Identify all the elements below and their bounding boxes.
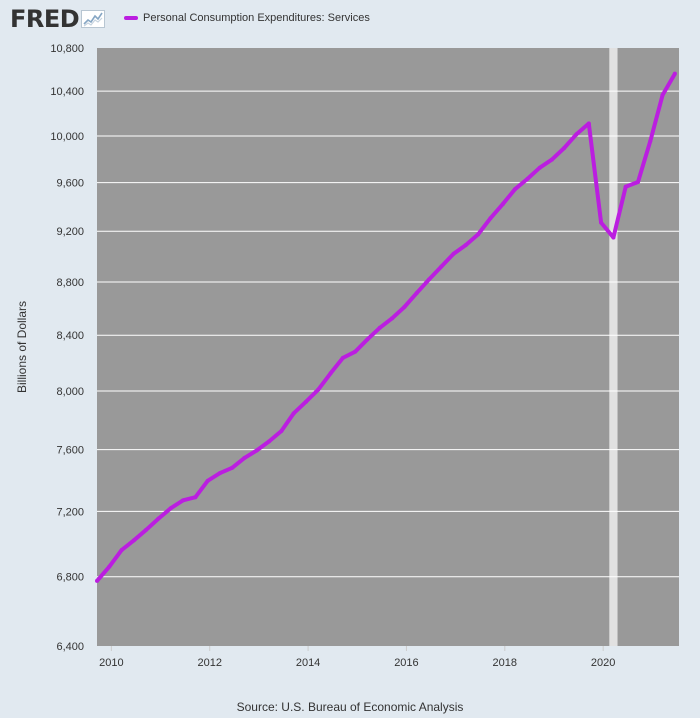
data-point — [672, 71, 677, 76]
y-tick-label: 8,000 — [56, 386, 84, 398]
data-point — [623, 184, 628, 189]
data-point — [353, 349, 358, 354]
data-point — [156, 516, 161, 521]
y-tick-label: 9,200 — [56, 226, 84, 238]
data-point — [525, 177, 530, 182]
y-tick-label: 7,200 — [56, 506, 84, 518]
data-point — [365, 337, 370, 342]
data-point — [279, 428, 284, 433]
y-tick-label: 6,400 — [56, 641, 84, 653]
data-point — [107, 564, 112, 569]
y-axis-label: Billions of Dollars — [15, 301, 29, 393]
fred-chart-icon — [81, 10, 106, 28]
recession-band — [609, 48, 618, 646]
x-tick-label: 2012 — [197, 657, 221, 669]
data-point — [562, 146, 567, 151]
chart-legend: Personal Consumption Expenditures: Servi… — [124, 12, 370, 24]
data-point — [205, 478, 210, 483]
data-point — [635, 180, 640, 185]
y-tick-label: 7,600 — [56, 445, 84, 457]
x-tick-label: 2014 — [296, 657, 320, 669]
data-point — [242, 455, 247, 460]
header: FRED — [10, 5, 106, 33]
data-point — [463, 242, 468, 247]
data-point — [144, 527, 149, 532]
legend-swatch — [124, 16, 138, 20]
data-point — [476, 232, 481, 237]
data-point — [291, 411, 296, 416]
data-point — [377, 325, 382, 330]
data-point — [648, 139, 653, 144]
x-tick-label: 2010 — [99, 657, 123, 669]
x-tick-label: 2020 — [591, 657, 615, 669]
data-point — [586, 121, 591, 126]
data-point — [267, 439, 272, 444]
data-point — [316, 387, 321, 392]
data-point — [168, 506, 173, 511]
x-tick-label: 2018 — [493, 657, 517, 669]
data-point — [119, 548, 124, 553]
y-tick-label: 10,400 — [50, 86, 84, 98]
y-tick-label: 8,400 — [56, 330, 84, 342]
data-point — [574, 132, 579, 137]
data-point — [217, 471, 222, 476]
data-point — [426, 277, 431, 282]
data-point — [611, 235, 616, 240]
y-tick-label: 10,800 — [50, 43, 84, 55]
data-point — [304, 399, 309, 404]
data-point — [660, 92, 665, 97]
data-point — [414, 291, 419, 296]
data-point — [340, 355, 345, 360]
fred-logo-text: FRED — [10, 5, 80, 33]
data-point — [181, 498, 186, 503]
y-tick-label: 9,600 — [56, 178, 84, 190]
data-point — [599, 220, 604, 225]
series-line — [95, 72, 677, 583]
data-point — [390, 316, 395, 321]
data-point — [488, 216, 493, 221]
x-tick-label: 2016 — [394, 657, 418, 669]
data-point — [402, 304, 407, 309]
data-point — [131, 538, 136, 543]
data-point — [230, 465, 235, 470]
plot-area — [97, 48, 679, 646]
data-point — [537, 165, 542, 170]
data-point — [193, 495, 198, 500]
data-point — [328, 371, 333, 376]
data-point — [95, 578, 99, 583]
y-tick-label: 10,000 — [50, 131, 84, 143]
source-note: Source: U.S. Bureau of Economic Analysis — [236, 700, 464, 714]
y-tick-label: 6,800 — [56, 572, 84, 584]
data-point — [439, 264, 444, 269]
y-tick-label: 8,800 — [56, 277, 84, 289]
data-point — [513, 187, 518, 192]
data-point — [254, 448, 259, 453]
data-point — [500, 202, 505, 207]
legend-label: Personal Consumption Expenditures: Servi… — [143, 12, 370, 24]
line-chart: 6,400 6,800 7,200 7,600 8,000 8,400 8,800 9,200… — [15, 43, 679, 669]
data-point — [451, 251, 456, 256]
fred-logo[interactable]: FRED — [10, 5, 106, 33]
data-point — [549, 157, 554, 162]
